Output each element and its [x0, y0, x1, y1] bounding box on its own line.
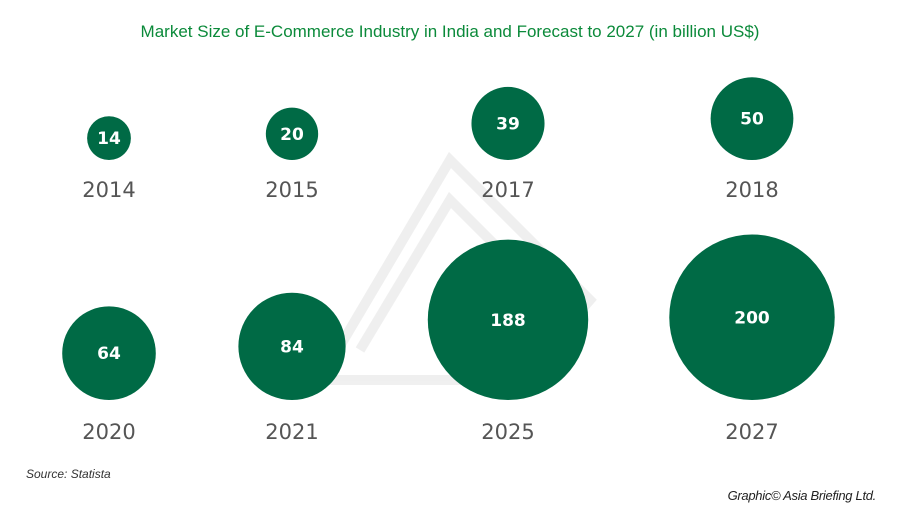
- year-label: 2018: [725, 178, 778, 202]
- value-label: 188: [490, 311, 526, 331]
- value-label: 64: [97, 344, 121, 364]
- year-label: 2017: [481, 178, 534, 202]
- year-label: 2027: [725, 420, 778, 444]
- bubble-2021: [238, 292, 346, 400]
- bubble-2020: [62, 306, 156, 401]
- value-label: 50: [740, 110, 764, 130]
- value-label: 14: [97, 129, 121, 149]
- bubble-2018: [710, 77, 794, 160]
- chart-title: Market Size of E-Commerce Industry in In…: [140, 22, 760, 41]
- bubble-2017: [471, 86, 545, 160]
- value-label: 84: [280, 337, 304, 357]
- value-label: 20: [280, 125, 304, 145]
- source-note: Source: Statista: [26, 467, 111, 481]
- value-label: 39: [496, 114, 520, 134]
- bubble-2027: [669, 234, 835, 400]
- year-label: 2015: [265, 178, 318, 202]
- year-label: 2014: [82, 178, 135, 202]
- bubble-2014: [87, 116, 131, 160]
- year-label: 2021: [265, 420, 318, 444]
- bubble-2015: [265, 107, 319, 160]
- bubble-2025: [427, 239, 589, 400]
- year-label: 2025: [481, 420, 534, 444]
- graphic-credit: Graphic© Asia Briefing Ltd.: [727, 488, 877, 503]
- value-label: 200: [734, 308, 770, 328]
- year-label: 2020: [82, 420, 135, 444]
